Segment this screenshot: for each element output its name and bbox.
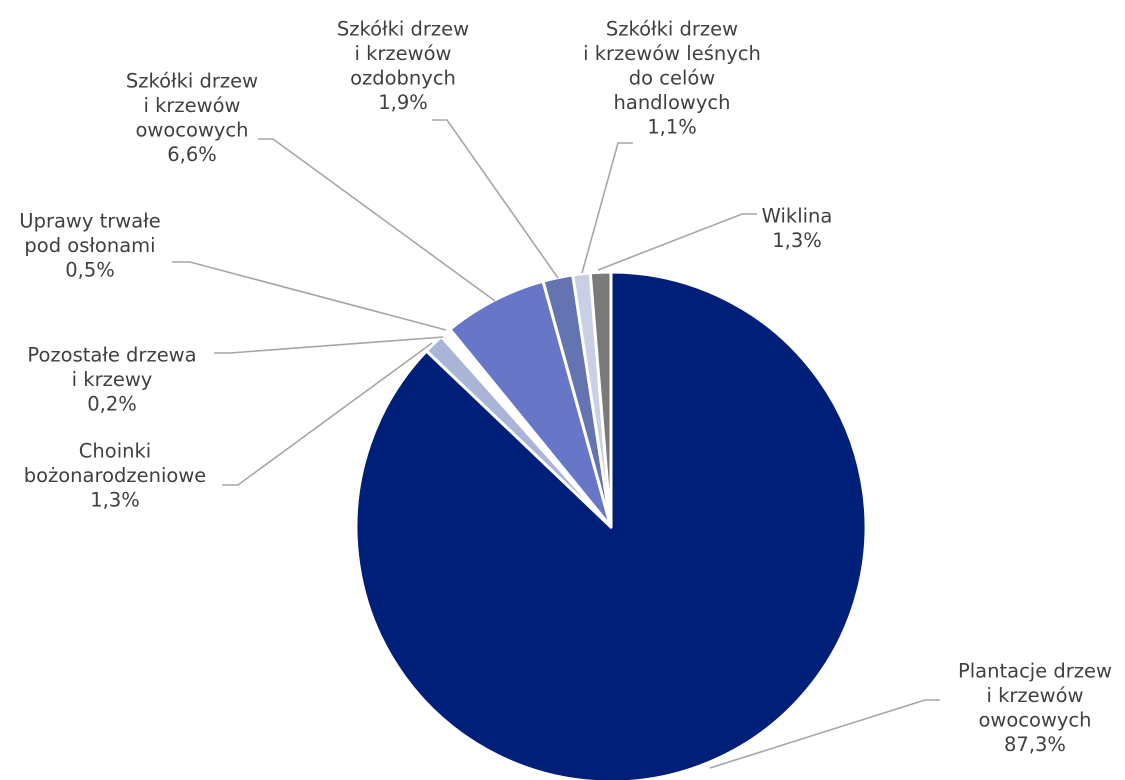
data-label-7: Wiklina 1,3% bbox=[762, 205, 833, 253]
data-label-category-line: i krzewów bbox=[355, 42, 452, 65]
data-label-value: 1,1% bbox=[647, 116, 697, 139]
data-label-6: Szkółki drzew i krzewów leśnych do celów ha… bbox=[583, 18, 761, 139]
data-label-value: 1,3% bbox=[772, 229, 822, 252]
data-label-category-line: i krzewy bbox=[72, 368, 153, 391]
pie-slice-7 bbox=[588, 270, 613, 529]
leader-line-5 bbox=[432, 119, 559, 279]
data-label-value: 1,9% bbox=[378, 91, 428, 114]
data-label-category-line: i krzewów leśnych bbox=[583, 42, 761, 65]
data-label-category-line: owocowych bbox=[978, 709, 1091, 732]
leader-line-6 bbox=[581, 142, 633, 274]
leader-line-7 bbox=[597, 213, 757, 271]
data-label-value: 1,3% bbox=[90, 489, 140, 512]
data-label-category-line: bożonarodzeniowe bbox=[24, 464, 207, 487]
data-label-category-line: Uprawy trwałe bbox=[19, 210, 160, 233]
data-label-category-line: i krzewów bbox=[144, 94, 241, 117]
data-label-category-line: Szkółki drzew bbox=[606, 18, 738, 41]
data-label-4: Szkółki drzew i krzewów owocowych 6,6% bbox=[126, 70, 258, 167]
data-label-category-line: do celów bbox=[629, 67, 716, 90]
data-label-value: 0,2% bbox=[87, 393, 137, 416]
data-label-category-line: pod osłonami bbox=[24, 234, 155, 257]
data-label-value: 87,3% bbox=[1004, 733, 1066, 756]
data-label-0: Plantacje drzew i krzewów owocowych 87,3% bbox=[958, 660, 1112, 757]
data-label-category-line: ozdobnych bbox=[350, 67, 456, 90]
leader-line-2 bbox=[214, 336, 444, 354]
data-label-3: Uprawy trwałe pod osłonami 0,5% bbox=[19, 210, 160, 282]
leader-line-3 bbox=[172, 261, 447, 331]
leader-line-0 bbox=[709, 699, 940, 769]
data-label-2: Pozostałe drzewa i krzewy 0,2% bbox=[27, 344, 196, 416]
data-label-category-line: owocowych bbox=[135, 119, 248, 142]
data-label-category-line: Plantacje drzew bbox=[958, 660, 1112, 683]
leader-line-4 bbox=[258, 138, 496, 302]
data-label-category-line: Pozostałe drzewa bbox=[27, 344, 196, 367]
data-label-category-line: handlowych bbox=[614, 91, 731, 114]
leader-line-1 bbox=[222, 342, 433, 486]
data-label-category-line: i krzewów bbox=[987, 684, 1084, 707]
data-label-category-line: Szkółki drzew bbox=[337, 18, 469, 41]
data-label-value: 0,5% bbox=[65, 259, 115, 282]
data-label-category-line: Wiklina bbox=[762, 205, 833, 228]
data-label-category-line: Szkółki drzew bbox=[126, 70, 258, 93]
data-label-5: Szkółki drzew i krzewów ozdobnych 1,9% bbox=[337, 18, 469, 115]
data-label-value: 6,6% bbox=[167, 143, 217, 166]
data-label-category-line: Choinki bbox=[79, 440, 151, 463]
data-label-1: Choinki bożonarodzeniowe 1,3% bbox=[24, 440, 207, 512]
